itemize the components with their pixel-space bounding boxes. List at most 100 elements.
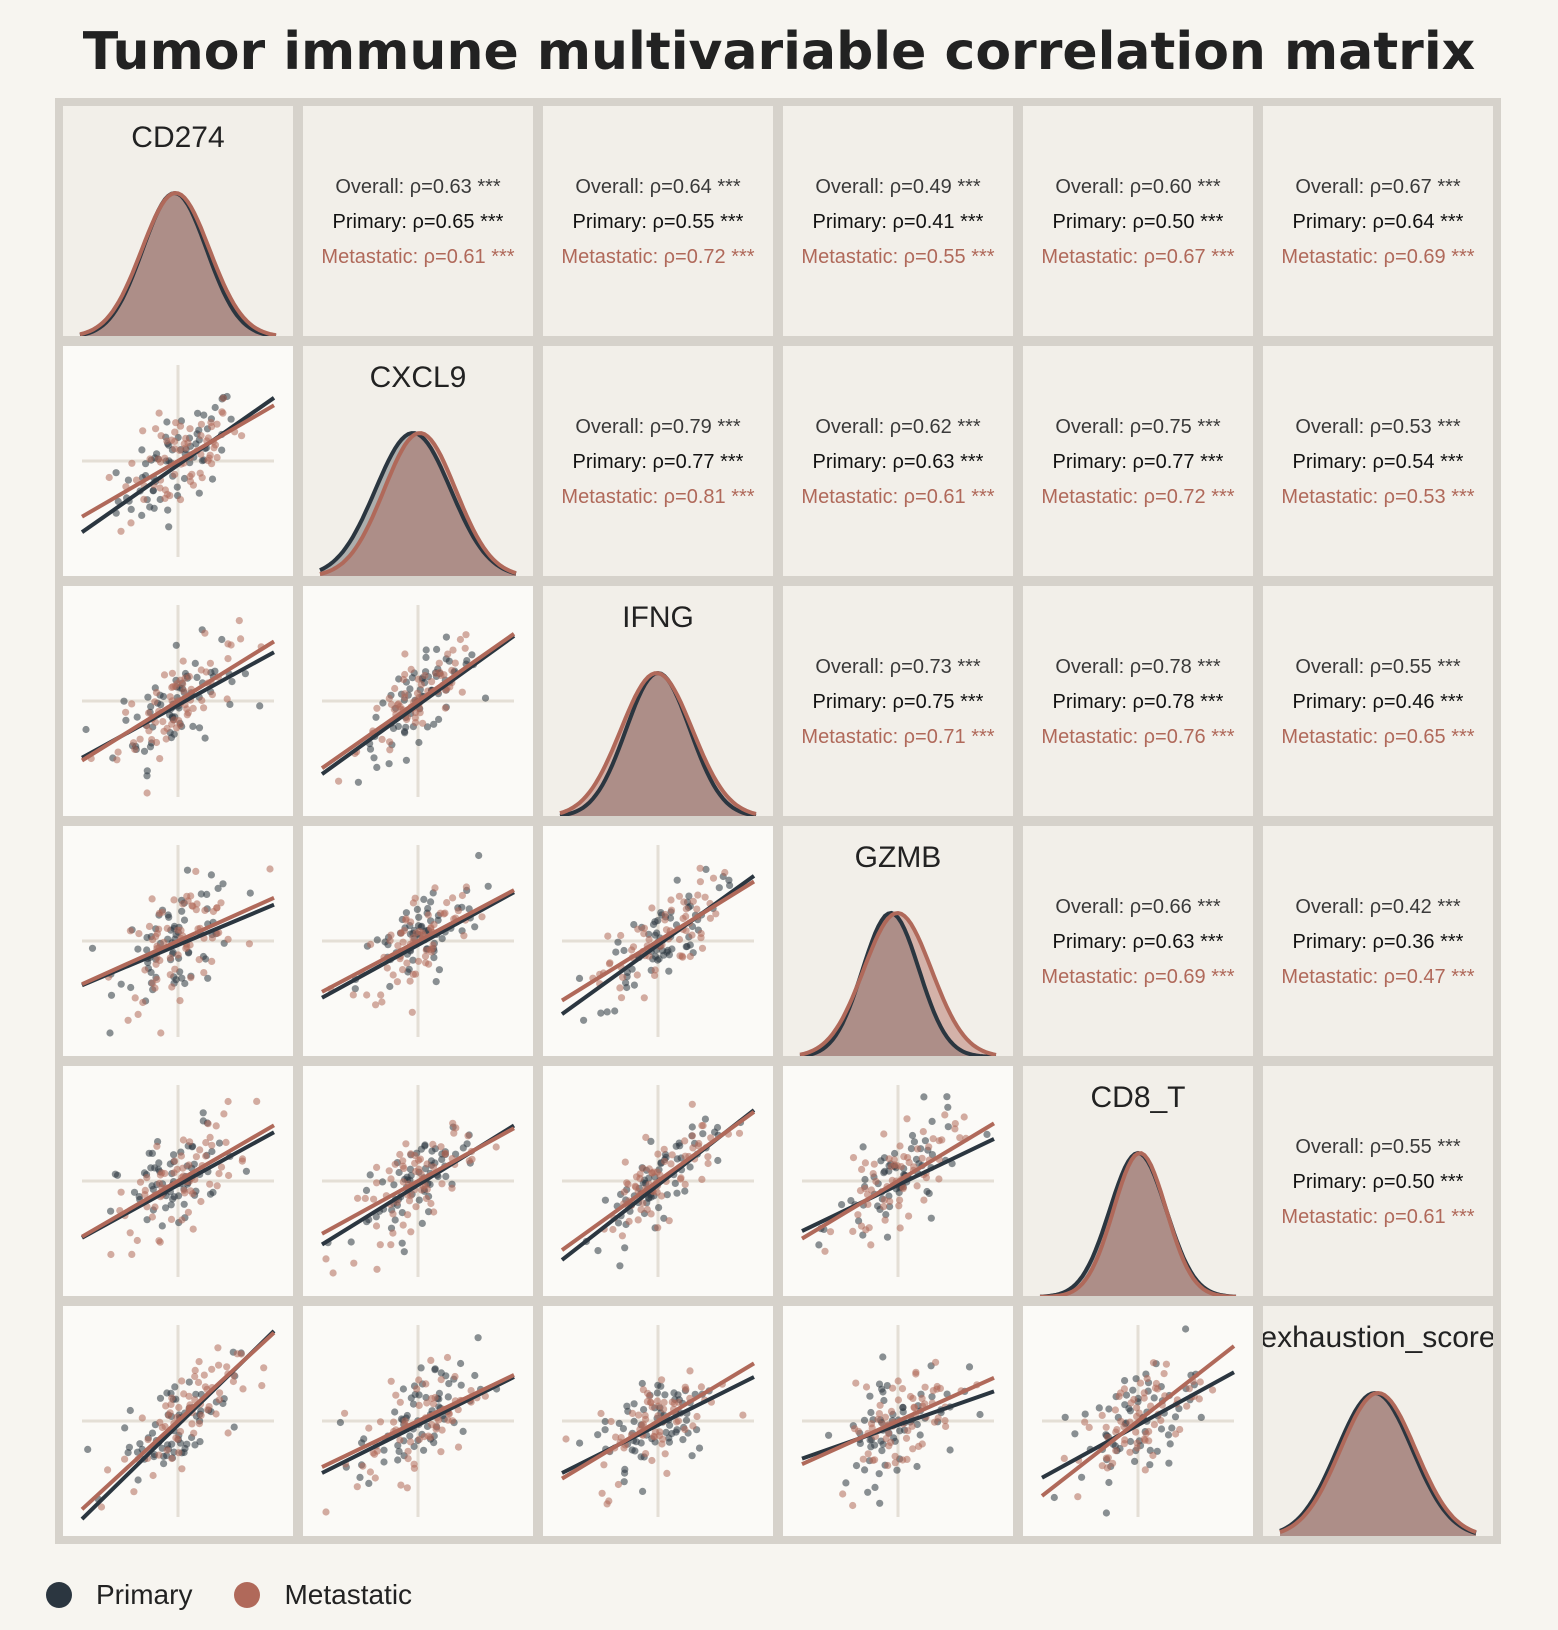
point-primary <box>204 974 212 982</box>
point-metastatic <box>437 1376 445 1384</box>
point-metastatic <box>410 1464 418 1472</box>
point-metastatic <box>397 1481 405 1489</box>
point-primary <box>195 489 203 497</box>
point-primary <box>427 898 435 906</box>
point-primary <box>354 778 362 786</box>
chart-title: Tumor immune multivariable correlation m… <box>82 22 1476 82</box>
point-metastatic <box>679 953 687 961</box>
point-metastatic <box>202 1139 210 1147</box>
point-metastatic <box>177 1152 185 1160</box>
corr-overall-gzmb-exhaustion-score: Overall: ρ=0.42 *** <box>1295 896 1461 918</box>
point-metastatic <box>396 1398 404 1406</box>
point-primary <box>879 1353 887 1361</box>
point-primary <box>173 483 181 491</box>
point-metastatic <box>135 930 143 938</box>
point-primary <box>1121 1377 1129 1385</box>
panel-background <box>542 345 774 577</box>
density-fill-metastatic <box>1040 1153 1236 1301</box>
point-primary <box>876 1499 884 1507</box>
point-metastatic <box>163 924 171 933</box>
point-metastatic <box>353 1483 361 1491</box>
point-metastatic <box>689 1144 697 1152</box>
density-line-metastatic <box>799 910 997 1057</box>
point-metastatic <box>1196 1378 1204 1386</box>
point-metastatic <box>905 1212 913 1220</box>
point-metastatic <box>465 1157 473 1165</box>
point-metastatic <box>208 957 216 966</box>
legend: Primary Metastatic <box>46 1572 454 1618</box>
point-primary <box>215 1139 224 1147</box>
legend-item-primary: Primary <box>46 1579 192 1611</box>
point-primary <box>1157 1425 1166 1433</box>
point-primary <box>422 1393 430 1402</box>
regression-line-primary <box>801 1389 995 1461</box>
point-metastatic <box>143 1174 151 1182</box>
density-fill-metastatic <box>80 193 276 341</box>
point-primary <box>421 1141 429 1149</box>
point-metastatic <box>202 1152 210 1160</box>
regression-line-primary <box>321 1375 515 1475</box>
point-primary <box>211 667 219 675</box>
point-metastatic <box>864 1200 872 1208</box>
point-primary <box>715 884 723 892</box>
point-primary <box>852 1462 861 1470</box>
point-metastatic <box>377 991 385 999</box>
point-primary <box>601 1426 609 1434</box>
point-primary <box>664 946 672 955</box>
point-metastatic <box>435 1416 443 1424</box>
point-metastatic <box>130 739 138 747</box>
panel-ifng-cd8-t: Overall: ρ=0.78 *** Primary: ρ=0.78 *** Me… <box>1017 580 1259 822</box>
correlation-matrix: CD274 Overall: ρ=0.63 *** Primary: ρ=0.65 … <box>55 98 1501 1544</box>
point-metastatic <box>407 1150 415 1158</box>
point-metastatic <box>854 1211 862 1219</box>
point-metastatic <box>662 926 671 934</box>
density-line-metastatic <box>1279 1390 1477 1534</box>
point-primary <box>430 720 438 728</box>
point-metastatic <box>178 1377 186 1385</box>
legend-label-metastatic: Metastatic <box>284 1579 413 1610</box>
point-metastatic <box>253 1097 261 1105</box>
point-primary <box>170 1151 178 1159</box>
point-metastatic <box>389 971 397 979</box>
point-metastatic <box>157 1029 165 1037</box>
point-metastatic <box>152 425 160 433</box>
panel-cd8-t-cd8-t: CD8_T <box>1017 1060 1259 1302</box>
point-metastatic <box>378 998 386 1006</box>
density-fill-primary <box>560 673 756 821</box>
point-metastatic <box>186 1138 194 1146</box>
point-metastatic <box>416 709 424 717</box>
point-metastatic <box>329 1269 337 1277</box>
corr-metastatic-cd274-cxcl9: Metastatic: ρ=0.61 *** <box>321 246 514 268</box>
point-metastatic <box>651 1428 660 1436</box>
point-primary <box>702 865 710 874</box>
point-metastatic <box>910 1404 918 1412</box>
point-primary <box>910 1138 919 1146</box>
point-primary <box>457 1381 465 1389</box>
point-metastatic <box>919 1128 927 1136</box>
regression-line-metastatic <box>560 1110 756 1252</box>
point-metastatic <box>634 1216 642 1224</box>
point-metastatic <box>852 1379 860 1387</box>
density-fill-primary <box>800 913 996 1061</box>
corr-primary-cd274-cxcl9: Primary: ρ=0.65 *** <box>333 211 504 233</box>
point-metastatic <box>619 973 627 981</box>
point-metastatic <box>874 1415 882 1423</box>
point-primary <box>144 693 152 701</box>
point-metastatic <box>880 1130 888 1138</box>
point-primary <box>632 1438 640 1446</box>
point-primary <box>198 457 206 465</box>
point-metastatic <box>1140 1389 1148 1397</box>
point-primary <box>197 890 205 898</box>
point-metastatic <box>617 931 625 940</box>
point-primary <box>424 904 432 913</box>
point-metastatic <box>900 1153 908 1161</box>
point-primary <box>594 1431 602 1439</box>
panel-background <box>62 105 294 337</box>
panel-gzmb-cd8-t: Overall: ρ=0.66 *** Primary: ρ=0.63 *** Me… <box>1017 820 1259 1062</box>
point-primary <box>438 1155 446 1164</box>
point-metastatic <box>689 897 697 905</box>
point-metastatic <box>214 1344 222 1352</box>
point-primary <box>1168 1424 1176 1432</box>
panel-gzmb-gzmb: GZMB <box>777 820 1019 1062</box>
